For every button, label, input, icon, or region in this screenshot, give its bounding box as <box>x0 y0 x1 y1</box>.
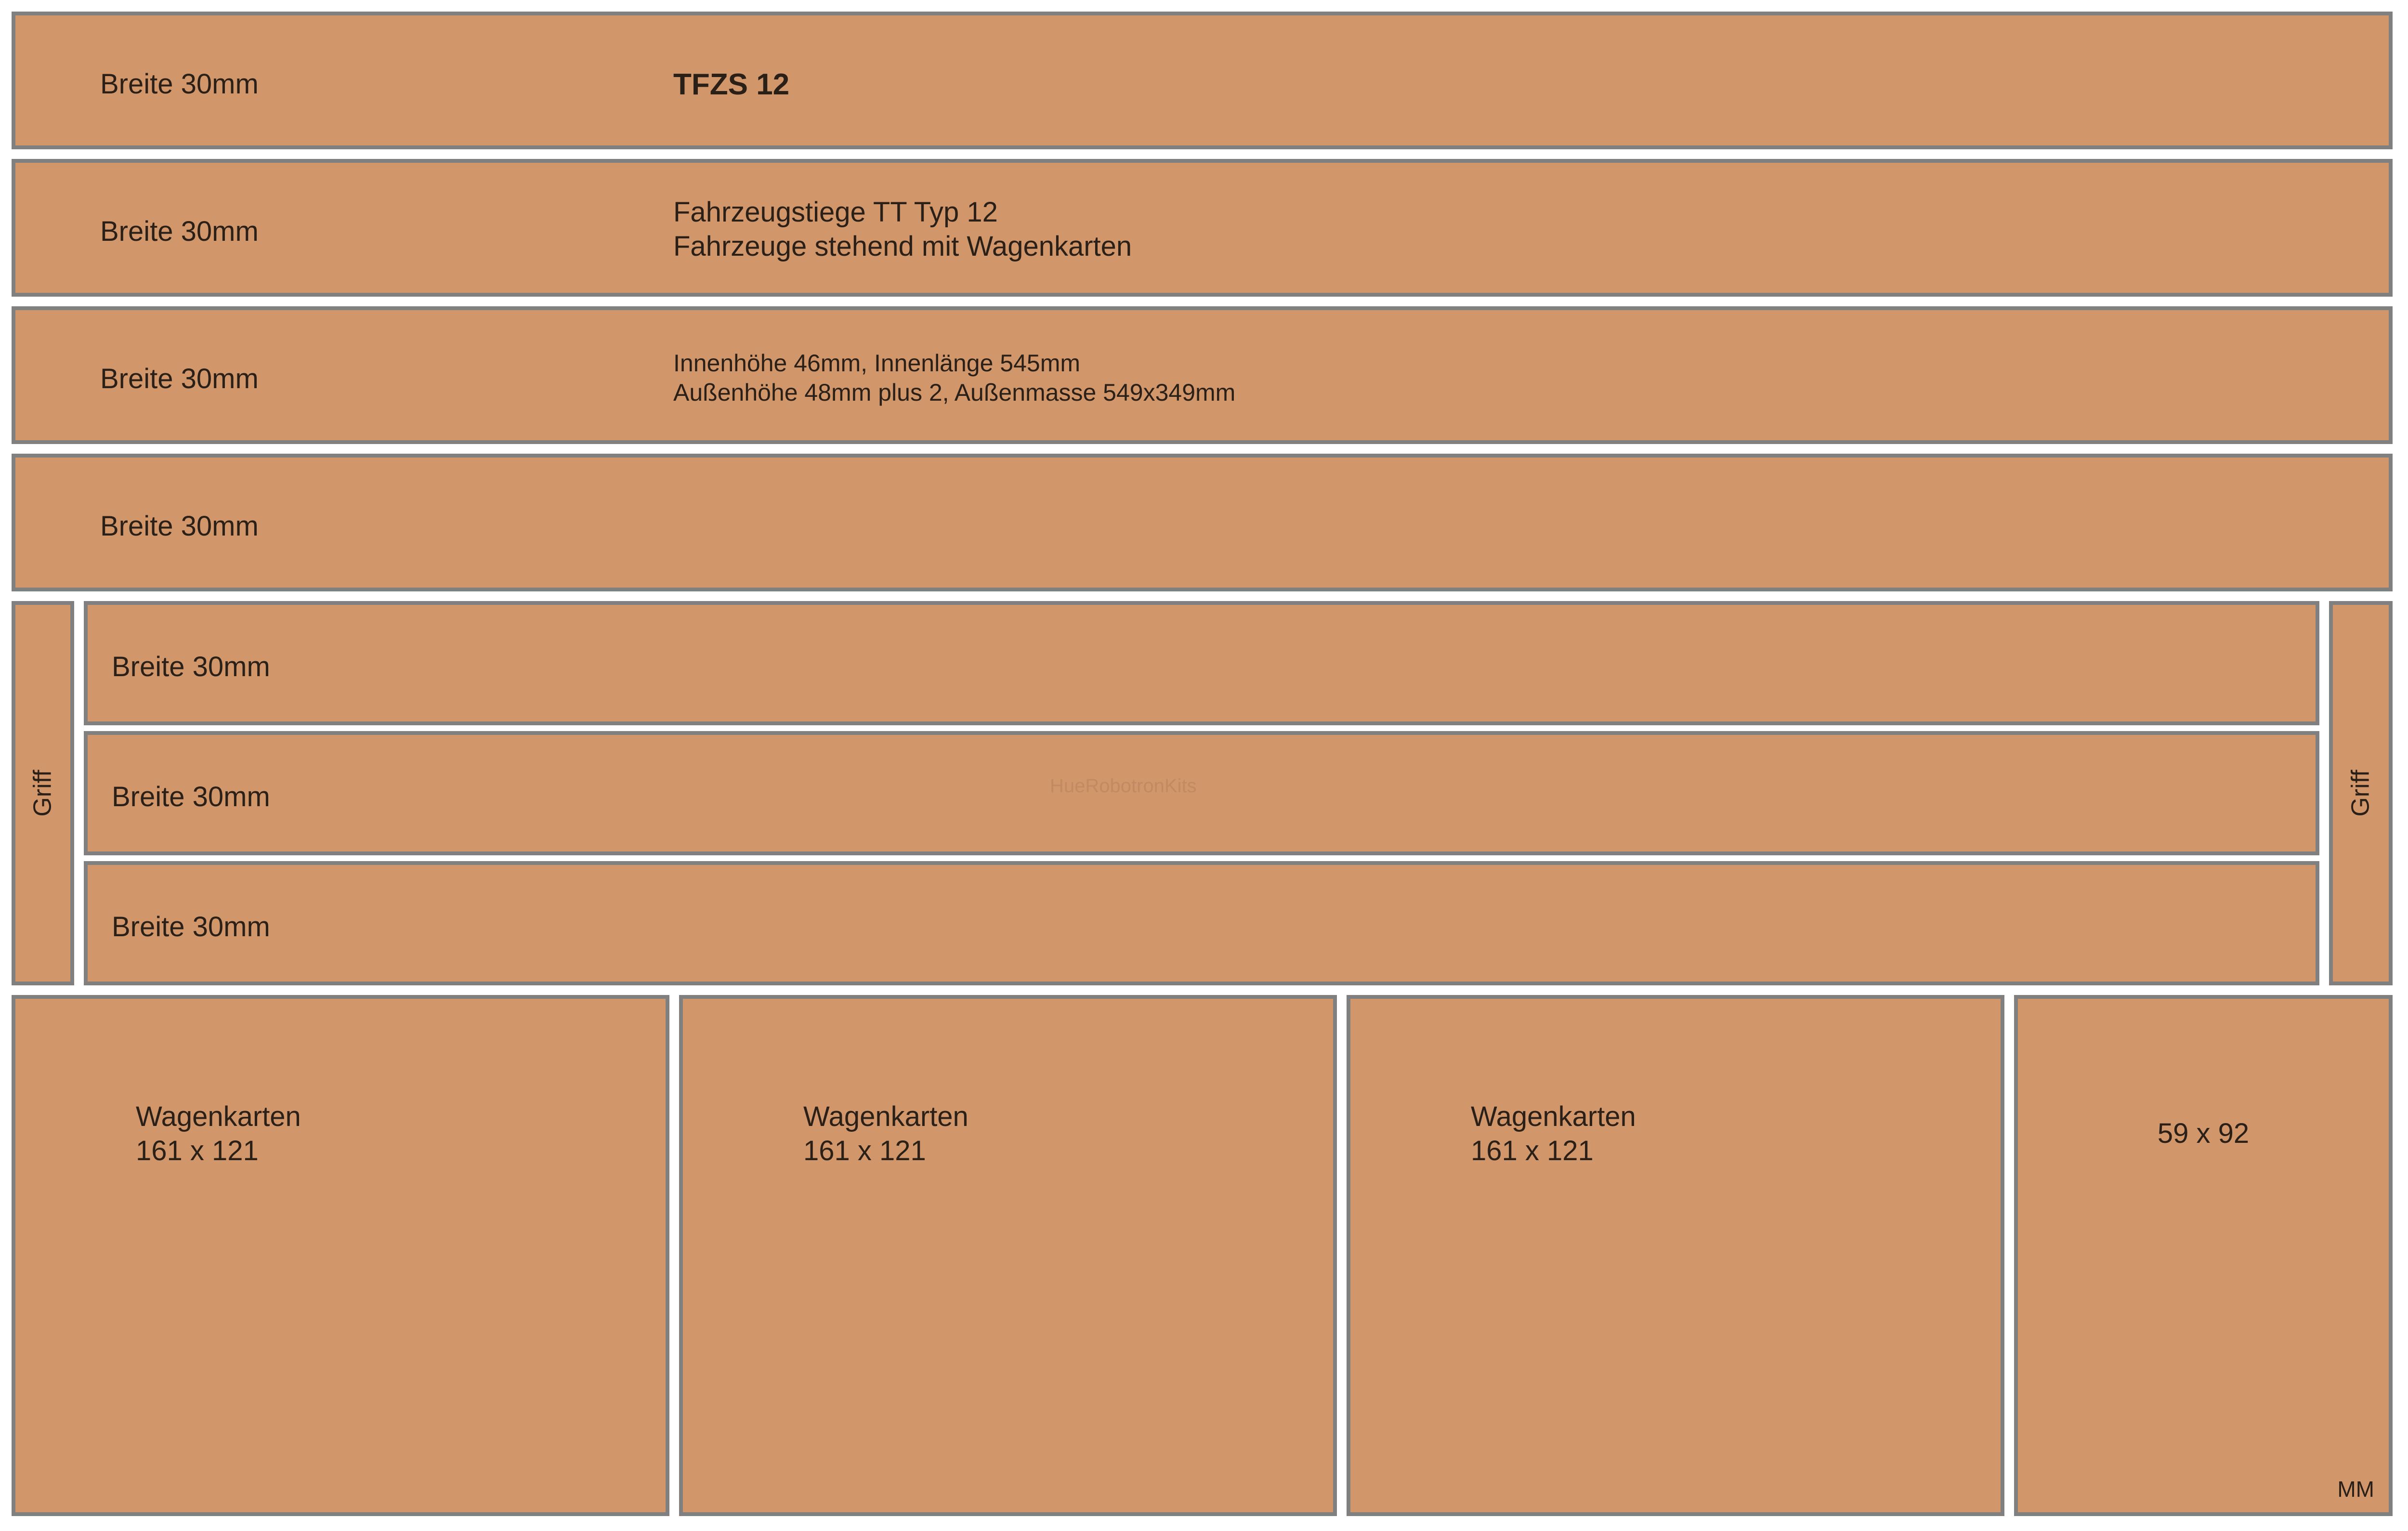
breite-label: Breite 30mm <box>100 215 259 249</box>
card-label: Wagenkarten 161 x 121 <box>1471 1100 1636 1168</box>
dimensions: Innenhöhe 46mm, Innenlänge 545mm Außenhö… <box>673 349 1235 407</box>
mid-row-3: Breite 30mm <box>84 861 2319 985</box>
griff-label: Griff <box>27 770 58 816</box>
wagenkarten-1: Wagenkarten 161 x 121 <box>12 995 669 1516</box>
griff-label: Griff <box>2345 770 2376 816</box>
breite-label: Breite 30mm <box>100 67 259 102</box>
breite-label: Breite 30mm <box>100 362 259 396</box>
top-row-1: Breite 30mm TFZS 12 <box>12 12 2393 149</box>
breite-label: Breite 30mm <box>100 510 259 544</box>
card-size-label: 59 x 92 <box>2158 1117 2249 1151</box>
description: Fahrzeugstiege TT Typ 12 Fahrzeuge stehe… <box>673 196 1132 264</box>
card-59x92: 59 x 92 MM <box>2014 995 2393 1516</box>
mid-row-1: Breite 30mm <box>84 601 2319 725</box>
breite-label: Breite 30mm <box>112 780 270 814</box>
griff-left: Griff <box>12 601 74 985</box>
unit-label: MM <box>2337 1476 2374 1503</box>
wagenkarten-2: Wagenkarten 161 x 121 <box>679 995 1337 1516</box>
mid-row-2: Breite 30mm <box>84 731 2319 855</box>
breite-label: Breite 30mm <box>112 910 270 944</box>
breite-label: Breite 30mm <box>112 650 270 684</box>
griff-right: Griff <box>2329 601 2393 985</box>
wagenkarten-3: Wagenkarten 161 x 121 <box>1347 995 2004 1516</box>
layout-diagram: Breite 30mm TFZS 12 Breite 30mm Fahrzeugsti… <box>0 0 2408 1531</box>
top-row-4: Breite 30mm <box>12 454 2393 591</box>
model-title: TFZS 12 <box>673 66 789 103</box>
card-label: Wagenkarten 161 x 121 <box>136 1100 301 1168</box>
top-row-2: Breite 30mm Fahrzeugstiege TT Typ 12 Fahr… <box>12 159 2393 297</box>
card-label: Wagenkarten 161 x 121 <box>803 1100 968 1168</box>
top-row-3: Breite 30mm Innenhöhe 46mm, Innenlänge 54… <box>12 306 2393 444</box>
